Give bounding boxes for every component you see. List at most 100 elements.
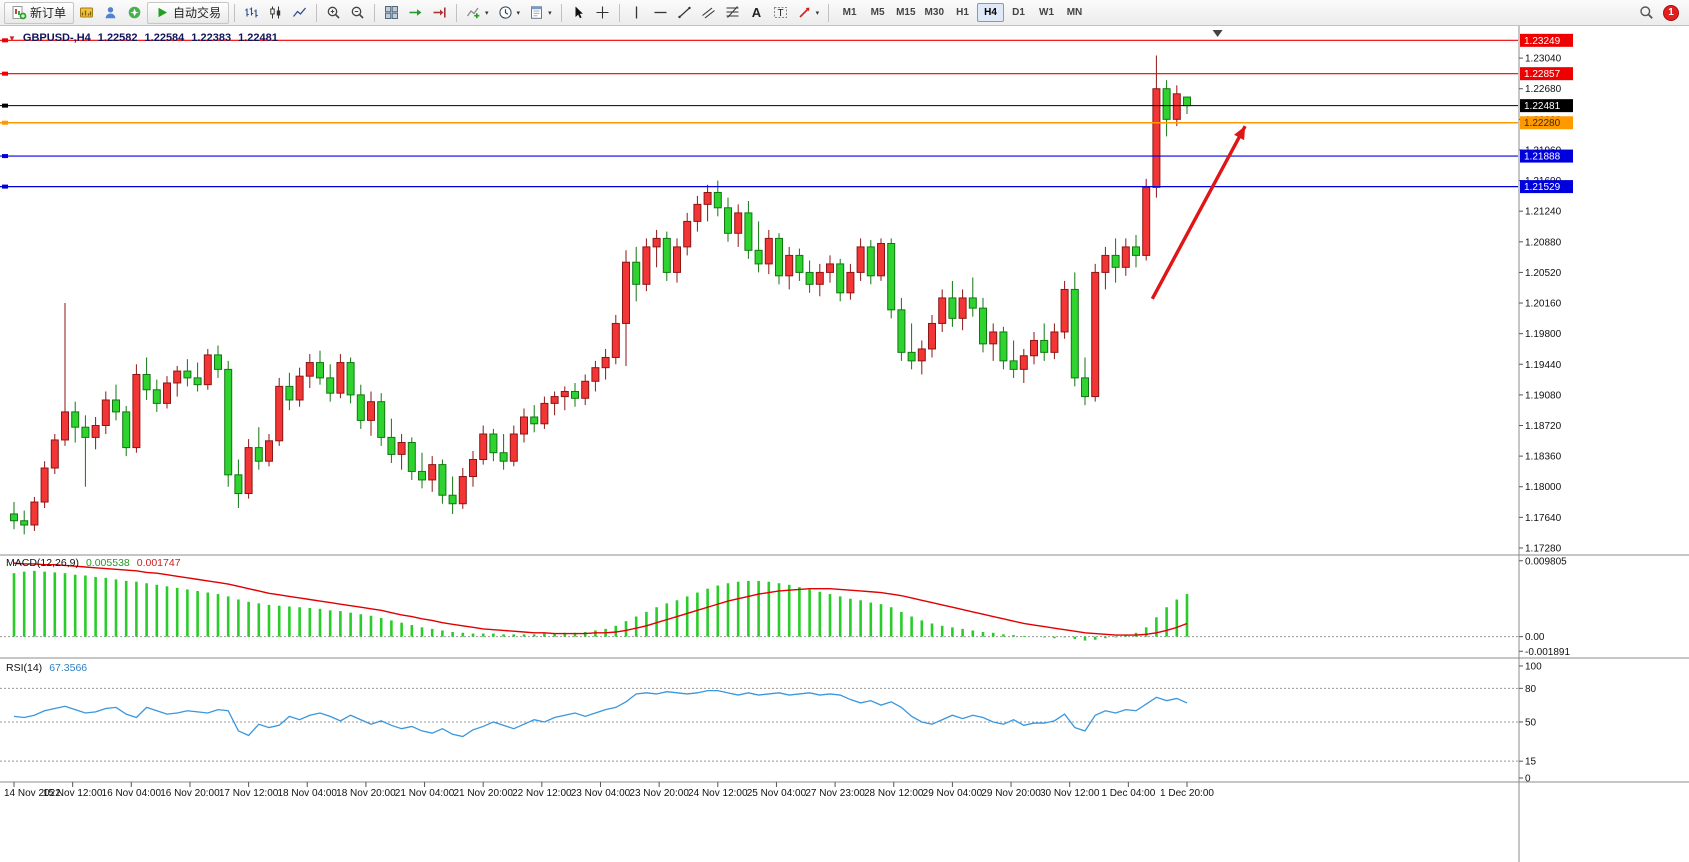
svg-text:1.17280: 1.17280	[1525, 543, 1562, 554]
zoom-in-icon	[327, 6, 340, 19]
candlestick-icon	[270, 6, 281, 19]
bar-chart-button[interactable]	[240, 2, 263, 24]
indicators-icon	[467, 7, 480, 19]
dropdown-caret-icon: ▾	[516, 9, 521, 17]
timeframe-m15[interactable]: M15	[892, 3, 919, 22]
arrow-object-icon	[799, 7, 809, 18]
auto-trading-button[interactable]: 自动交易	[147, 1, 230, 24]
svg-text:1.17640: 1.17640	[1525, 513, 1562, 524]
svg-text:A: A	[751, 5, 761, 20]
timeframe-h1[interactable]: H1	[949, 3, 976, 22]
toolbar-separator	[828, 3, 830, 22]
periods-button[interactable]: ▾	[494, 2, 525, 24]
notification-badge[interactable]: 1	[1663, 4, 1679, 21]
candlestick-chart-button[interactable]	[264, 2, 287, 24]
search-button[interactable]	[1635, 2, 1658, 24]
svg-text:25 Nov 04:00: 25 Nov 04:00	[747, 788, 807, 799]
svg-text:1.22280: 1.22280	[1524, 118, 1561, 129]
svg-text:1.23249: 1.23249	[1524, 36, 1561, 47]
cursor-icon	[575, 6, 583, 19]
line-chart-icon	[293, 7, 307, 17]
zoom-out-icon	[351, 6, 364, 19]
chart-symbol-period: GBPUSD-,H4	[22, 32, 91, 44]
data-window-button[interactable]	[99, 2, 122, 24]
vertical-line-button[interactable]	[625, 2, 648, 24]
svg-text:24 Nov 12:00: 24 Nov 12:00	[688, 788, 748, 799]
templates-button[interactable]: ▾	[525, 2, 556, 24]
svg-text:23 Nov 04:00: 23 Nov 04:00	[571, 788, 631, 799]
svg-text:30 Nov 12:00: 30 Nov 12:00	[1040, 788, 1100, 799]
timeframe-d1[interactable]: D1	[1005, 3, 1032, 22]
svg-text:1.19440: 1.19440	[1525, 360, 1562, 371]
chart-shift-icon	[433, 7, 446, 18]
svg-text:80: 80	[1525, 684, 1537, 695]
svg-text:14 Nov 2022: 14 Nov 2022	[4, 788, 61, 799]
zoom-out-button[interactable]	[346, 2, 369, 24]
chart-header: ▼ GBPUSD-,H4 1.22582 1.22584 1.22383 1.2…	[8, 32, 278, 44]
macd-main-value: 0.005538	[85, 557, 130, 569]
toolbar-separator	[316, 3, 318, 22]
arrows-button[interactable]: ▾	[793, 2, 824, 24]
svg-text:29 Nov 20:00: 29 Nov 20:00	[981, 788, 1041, 799]
new-order-label: 新订单	[30, 6, 67, 20]
main-toolbar: 新订单 自动交易	[0, 0, 1689, 26]
search-icon	[1640, 6, 1653, 19]
ohlc-open: 1.22582	[97, 32, 138, 44]
svg-text:-0.001891: -0.001891	[1525, 647, 1570, 658]
fibonacci-icon	[726, 6, 739, 18]
fibonacci-button[interactable]	[721, 2, 744, 24]
svg-text:1.22857: 1.22857	[1524, 69, 1561, 80]
macd-name: MACD(12,26,9)	[6, 557, 79, 569]
rsi-value: 67.3566	[49, 662, 88, 674]
zoom-in-button[interactable]	[322, 2, 345, 24]
svg-text:17 Nov 12:00: 17 Nov 12:00	[219, 788, 279, 799]
navigator-button[interactable]	[123, 2, 146, 24]
text-button[interactable]: A	[745, 2, 768, 24]
dropdown-caret-icon: ▾	[485, 9, 489, 17]
trendline-button[interactable]	[673, 2, 696, 24]
timeframe-mn[interactable]: MN	[1061, 3, 1088, 22]
svg-text:1.20880: 1.20880	[1525, 237, 1562, 248]
svg-text:1.23040: 1.23040	[1525, 54, 1562, 65]
svg-text:1.20520: 1.20520	[1525, 268, 1562, 279]
rsi-indicator-label: RSI(14) 67.3566	[6, 662, 87, 674]
chart-canvas[interactable]: 1.230401.226801.223201.219601.216001.212…	[0, 26, 1689, 862]
svg-text:0.009805: 0.009805	[1525, 556, 1567, 567]
auto-scroll-button[interactable]	[404, 2, 427, 24]
clock-icon	[498, 6, 512, 19]
label-button[interactable]: T	[769, 2, 792, 24]
svg-text:1.18360: 1.18360	[1525, 452, 1562, 463]
svg-text:23 Nov 20:00: 23 Nov 20:00	[629, 788, 689, 799]
horizontal-line-button[interactable]	[649, 2, 672, 24]
svg-text:50: 50	[1525, 717, 1537, 728]
svg-text:1.21529: 1.21529	[1524, 182, 1561, 193]
line-chart-button[interactable]	[288, 2, 311, 24]
tile-windows-button[interactable]	[380, 2, 403, 24]
macd-signal-value: 0.001747	[136, 557, 181, 569]
crosshair-button[interactable]	[591, 2, 614, 24]
svg-text:1 Dec 20:00: 1 Dec 20:00	[1160, 788, 1214, 799]
toolbar-separator	[234, 3, 236, 22]
svg-text:16 Nov 04:00: 16 Nov 04:00	[102, 788, 162, 799]
toolbar-separator	[456, 3, 458, 22]
channel-button[interactable]	[697, 2, 720, 24]
market-watch-button[interactable]	[75, 2, 98, 24]
svg-text:1.21888: 1.21888	[1524, 152, 1561, 163]
timeframe-w1[interactable]: W1	[1033, 3, 1060, 22]
chart-shift-button[interactable]	[428, 2, 451, 24]
svg-text:1.18720: 1.18720	[1525, 421, 1562, 432]
indicators-button[interactable]: ▾	[462, 2, 493, 24]
svg-text:1.22680: 1.22680	[1525, 84, 1562, 95]
svg-text:21 Nov 20:00: 21 Nov 20:00	[453, 788, 513, 799]
timeframe-m1[interactable]: M1	[836, 3, 863, 22]
timeframe-h4[interactable]: H4	[977, 3, 1004, 22]
timeframe-m5[interactable]: M5	[864, 3, 891, 22]
svg-text:1.19800: 1.19800	[1525, 329, 1562, 340]
bar-chart-icon	[245, 7, 258, 18]
timeframe-m30[interactable]: M30	[921, 3, 948, 22]
text-label-icon: T	[773, 7, 787, 19]
cursor-button[interactable]	[567, 2, 590, 24]
dropdown-caret-icon: ▾	[548, 9, 552, 17]
new-order-button[interactable]: 新订单	[4, 1, 75, 24]
